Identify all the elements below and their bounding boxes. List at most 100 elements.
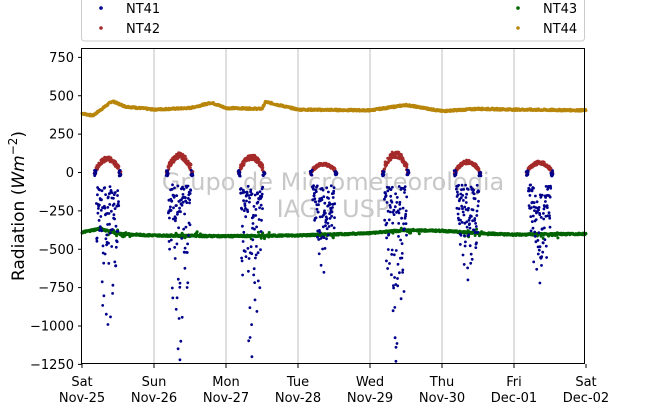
nt41-point [247,194,251,197]
nt41-point [533,209,536,213]
nt41-point [246,184,250,188]
nt41-point [398,207,402,211]
x-axis-ticks: SatNov-25SunNov-26MonNov-27TueNov-28WedN… [59,364,609,406]
nt41-point [326,221,330,225]
nt42-point [184,157,188,161]
nt41-point [400,252,404,255]
nt41-point [247,257,251,260]
nt41-point [96,211,100,215]
y-axis-ticks: 750 500 250 0 −250 −500 −750 −1000 −1250 [30,51,82,373]
nt41-point [256,251,260,255]
nt41-point [323,201,327,205]
nt41-point [171,217,175,221]
nt41-point [393,276,396,279]
nt41-point [385,221,389,225]
nt43-point [584,232,588,236]
nt41-point [112,202,116,206]
nt41-point [186,281,190,285]
nt41-point [312,184,315,188]
nt41-point [259,248,262,252]
nt41-point [314,200,317,204]
nt43-point [475,227,479,231]
nt41-point [254,253,258,257]
nt41-point [183,246,187,250]
nt41-point [392,213,396,217]
nt41-minimum-point [178,358,182,362]
nt41-point [459,196,463,200]
nt41-point [539,195,543,199]
nt41-point [112,213,116,217]
nt41-point [187,234,190,237]
nt41-point [472,192,476,196]
nt41-point [534,218,538,222]
x-tick-date-1: Nov-26 [131,391,177,406]
nt41-point [189,189,193,192]
nt41-point [528,194,532,197]
nt41-point [536,239,540,242]
nt41-point [386,248,390,251]
nt41-point [99,215,103,218]
nt41-point [332,186,336,190]
nt41-point [382,173,386,176]
x-tick-day-3: Tue [286,375,309,390]
nt41-point [537,206,541,209]
nt41-point [243,250,247,253]
nt41-point [110,245,114,248]
nt41-point [250,323,254,326]
nt41-point [250,252,254,256]
nt41-point [324,224,327,228]
nt41-point [257,218,261,221]
nt41-point [544,200,547,203]
legend-label-nt44: NT44 [543,22,577,37]
nt43-point [556,236,560,240]
nt41-point [459,218,462,222]
nt41-point [104,312,108,316]
nt41-point [326,233,330,237]
nt41-point [169,205,172,209]
nt41-point [256,279,260,283]
nt41-point [386,267,389,270]
nt41-point [397,222,401,225]
nt41-point [313,192,316,195]
x-tick-date-3: Nov-28 [275,391,321,406]
nt41-point [463,234,466,238]
nt41-point [246,210,250,214]
nt41-point [323,211,327,215]
nt41-point [407,171,411,175]
nt41-point [391,309,395,313]
nt41-point [184,196,187,200]
nt41-point [399,297,403,301]
legend-marker-nt43 [516,6,520,10]
nt41-point [114,224,118,228]
legend-box [81,0,585,42]
nt41-point [248,196,252,200]
nt41-point [328,202,332,206]
nt41-point [529,215,533,219]
nt41-point [528,189,531,193]
nt41-point [382,170,386,174]
nt41-point [318,231,322,234]
nt41-point [462,199,465,202]
nt41-point [386,189,390,193]
nt41-point [461,207,464,211]
nt41-point [173,257,177,260]
nt41-point [532,186,535,190]
nt41-point [242,199,246,203]
nt43-point [409,231,413,235]
nt41-point [98,225,102,229]
nt41-point [396,262,400,266]
nt41-point [324,220,328,224]
nt41-point [247,339,251,343]
nt41-point [178,206,182,210]
nt41-point [470,215,473,218]
nt41-point [474,225,478,228]
nt41-point [398,271,401,275]
nt41-point [455,187,458,191]
nt41-point [548,216,552,220]
nt41-point [182,227,186,231]
series-nt42 [92,150,555,176]
nt41-point [248,336,252,339]
y-axis-unit: Wm [9,155,29,188]
nt41-point [188,192,192,195]
nt41-point [539,216,543,219]
